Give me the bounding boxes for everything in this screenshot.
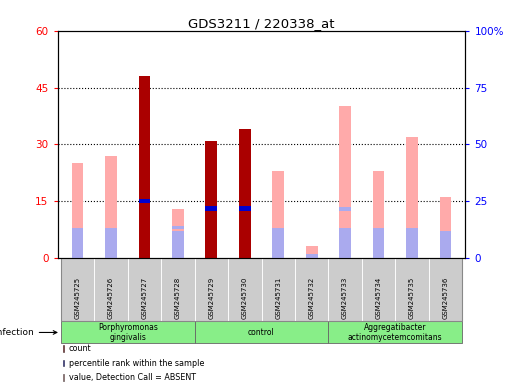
- Text: GSM245733: GSM245733: [342, 276, 348, 319]
- Text: GSM245734: GSM245734: [376, 277, 382, 319]
- Bar: [373, 228, 384, 258]
- Bar: [63, 360, 64, 366]
- Bar: [406, 228, 418, 258]
- Bar: [328, 258, 362, 321]
- Text: percentile rank within the sample: percentile rank within the sample: [69, 359, 204, 367]
- Bar: [161, 258, 195, 321]
- Bar: [105, 156, 117, 258]
- Bar: [406, 137, 418, 258]
- Bar: [206, 206, 217, 211]
- Text: GSM245735: GSM245735: [409, 277, 415, 319]
- Bar: [195, 258, 228, 321]
- Text: control: control: [248, 328, 275, 337]
- Bar: [139, 199, 150, 204]
- Bar: [362, 258, 395, 321]
- Bar: [61, 258, 94, 321]
- Title: GDS3211 / 220338_at: GDS3211 / 220338_at: [188, 17, 335, 30]
- Bar: [395, 258, 429, 321]
- Bar: [429, 258, 462, 321]
- Text: Porphyromonas
gingivalis: Porphyromonas gingivalis: [98, 323, 158, 342]
- Bar: [94, 258, 128, 321]
- Text: Aggregatibacter
actinomycetemcomitans: Aggregatibacter actinomycetemcomitans: [348, 323, 442, 342]
- Bar: [439, 197, 451, 258]
- Text: infection: infection: [0, 328, 57, 337]
- Bar: [195, 321, 328, 343]
- Bar: [339, 207, 351, 210]
- Bar: [139, 76, 150, 258]
- Bar: [339, 228, 351, 258]
- Bar: [172, 231, 184, 258]
- Bar: [306, 254, 317, 258]
- Bar: [206, 141, 217, 258]
- Text: value, Detection Call = ABSENT: value, Detection Call = ABSENT: [69, 373, 196, 382]
- Bar: [272, 228, 284, 258]
- Bar: [61, 321, 195, 343]
- Bar: [439, 231, 451, 258]
- Bar: [306, 247, 317, 258]
- Bar: [239, 129, 251, 258]
- Text: GSM245729: GSM245729: [208, 277, 214, 319]
- Bar: [339, 106, 351, 258]
- Text: GSM245731: GSM245731: [275, 276, 281, 319]
- Bar: [72, 228, 84, 258]
- Bar: [63, 374, 64, 381]
- Text: GSM245727: GSM245727: [141, 277, 147, 319]
- Bar: [105, 228, 117, 258]
- Bar: [295, 258, 328, 321]
- Bar: [239, 206, 251, 211]
- Bar: [128, 258, 161, 321]
- Bar: [328, 321, 462, 343]
- Text: GSM245726: GSM245726: [108, 277, 114, 319]
- Text: count: count: [69, 344, 92, 353]
- Bar: [61, 258, 462, 321]
- Bar: [172, 226, 184, 230]
- Bar: [172, 209, 184, 258]
- Text: GSM245728: GSM245728: [175, 277, 181, 319]
- Text: GSM245736: GSM245736: [442, 276, 448, 319]
- Text: GSM245732: GSM245732: [309, 277, 315, 319]
- Text: GSM245725: GSM245725: [75, 277, 81, 319]
- Bar: [262, 258, 295, 321]
- Bar: [373, 171, 384, 258]
- Bar: [72, 163, 84, 258]
- Bar: [228, 258, 262, 321]
- Text: GSM245730: GSM245730: [242, 276, 248, 319]
- Bar: [272, 171, 284, 258]
- Bar: [63, 345, 64, 352]
